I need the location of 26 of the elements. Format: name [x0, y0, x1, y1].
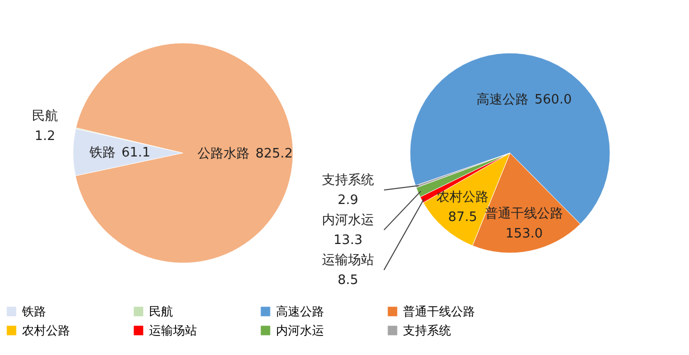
slice-label: 运输场站 — [322, 252, 374, 268]
data-label: 61.1 — [122, 146, 150, 161]
slice-label: 普通干线公路 — [485, 206, 564, 222]
slice-label: 农村公路 — [436, 190, 489, 206]
legend-label: 普通干线公路 — [403, 304, 475, 319]
slice-label: 内河水运 — [322, 212, 374, 228]
data-label: 1.2 — [34, 128, 56, 144]
data-label: 13.3 — [334, 232, 362, 248]
legend-label: 运输场站 — [149, 324, 197, 338]
slice-label: 支持系统 — [322, 172, 374, 188]
legend-label: 支持系统 — [403, 324, 451, 338]
slice-label: 高速公路 — [476, 91, 529, 108]
data-label: 153.0 — [506, 226, 543, 242]
legend-label: 铁路 — [21, 304, 46, 319]
legend-label: 民航 — [149, 304, 173, 319]
data-label: 87.5 — [448, 210, 478, 226]
slice-label: 公路水路 — [197, 146, 250, 162]
data-label: 8.5 — [338, 272, 358, 288]
slice-label: 民航 — [32, 108, 58, 124]
legend-label: 农村公路 — [22, 324, 70, 338]
legend-label: 高速公路 — [276, 304, 324, 319]
data-label: 560.0 — [534, 92, 572, 108]
data-label: 2.9 — [338, 192, 358, 208]
slice-label: 铁路 — [88, 146, 116, 161]
data-label: 825.2 — [255, 146, 293, 162]
legend-label: 内河水运 — [276, 324, 324, 338]
